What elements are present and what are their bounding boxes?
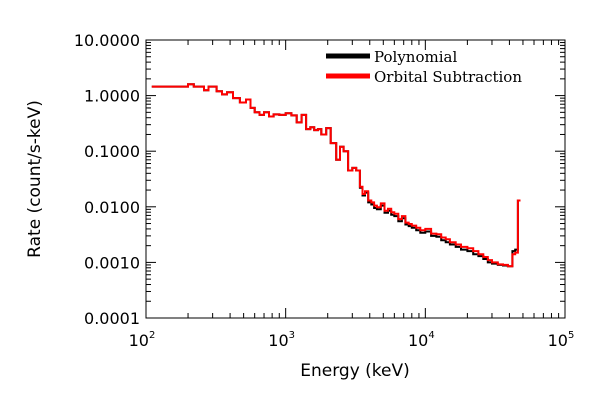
series-line-polynomial [151, 83, 521, 268]
y-tick-label: 0.0001 [84, 309, 140, 328]
y-tick-label: 1.0000 [84, 87, 140, 106]
y-axis-ticks: 10.0000 1.0000 0.1000 0.0100 0.0010 0.0001 [74, 31, 565, 328]
x-tick-label: 105 [548, 330, 575, 350]
x-axis-ticks: 102 103 104 105 [129, 40, 575, 350]
legend-label-orbital-subtraction: Orbital Subtraction [374, 68, 522, 86]
series-line-orbital-subtraction [151, 83, 521, 268]
legend: Polynomial Orbital Subtraction [326, 48, 522, 86]
x-tick-label: 102 [129, 330, 156, 350]
y-tick-label: 0.0100 [84, 198, 140, 217]
x-tick-label: 103 [268, 330, 295, 350]
x-tick-label: 104 [408, 330, 435, 350]
y-axis-title: Rate (count/s-keV) [25, 100, 45, 258]
plot-frame [145, 39, 566, 319]
y-tick-label: 0.1000 [84, 142, 140, 161]
series-layer [151, 83, 521, 268]
legend-label-polynomial: Polynomial [374, 48, 457, 66]
x-axis-title: Energy (keV) [300, 361, 410, 381]
y-tick-label: 0.0010 [84, 253, 140, 272]
y-tick-label: 10.0000 [74, 31, 140, 50]
